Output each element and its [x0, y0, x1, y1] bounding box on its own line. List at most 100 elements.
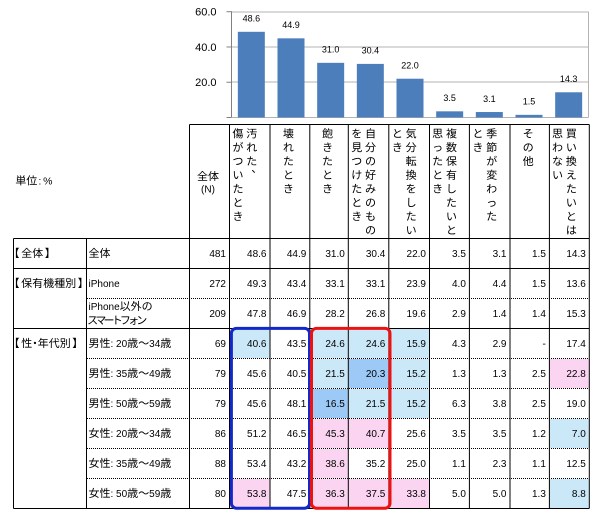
svg-text:88: 88 [215, 459, 227, 470]
svg-text:40.5: 40.5 [287, 369, 307, 380]
svg-text:15.2: 15.2 [407, 369, 427, 380]
svg-text:86: 86 [215, 429, 227, 440]
svg-text:-: - [543, 339, 546, 350]
svg-text:4.0: 4.0 [452, 279, 466, 290]
svg-text:1.3: 1.3 [532, 489, 546, 500]
svg-text:15.9: 15.9 [407, 339, 427, 350]
svg-text:35.2: 35.2 [366, 459, 386, 470]
svg-text:34: 34 [149, 339, 161, 350]
svg-text::: : [39, 177, 42, 188]
svg-text:1.5: 1.5 [532, 249, 546, 260]
svg-text:13.6: 13.6 [566, 279, 586, 290]
svg-text:45.6: 45.6 [247, 369, 267, 380]
svg-text:44.9: 44.9 [282, 20, 300, 30]
svg-text:80: 80 [215, 489, 227, 500]
svg-text:481: 481 [209, 249, 226, 260]
svg-text:272: 272 [209, 279, 226, 290]
svg-text:22.8: 22.8 [566, 369, 586, 380]
svg-text:16.5: 16.5 [325, 399, 345, 410]
svg-text:51.2: 51.2 [247, 429, 267, 440]
svg-text:25.0: 25.0 [407, 459, 427, 470]
svg-text:4.4: 4.4 [493, 279, 507, 290]
svg-text:19.6: 19.6 [407, 309, 427, 320]
svg-text:1.1: 1.1 [532, 459, 546, 470]
svg-text:43.2: 43.2 [287, 459, 307, 470]
svg-text:23.9: 23.9 [407, 279, 427, 290]
svg-text:22.0: 22.0 [407, 249, 427, 260]
svg-text:46.5: 46.5 [287, 429, 307, 440]
svg-text:59: 59 [149, 489, 161, 500]
svg-text:24.6: 24.6 [325, 339, 345, 350]
svg-text:43.4: 43.4 [287, 279, 307, 290]
svg-text:5.0: 5.0 [452, 489, 466, 500]
svg-text:30.4: 30.4 [366, 249, 386, 260]
svg-text:2.9: 2.9 [452, 309, 466, 320]
svg-text:40.6: 40.6 [247, 339, 267, 350]
svg-text:1.3: 1.3 [493, 369, 507, 380]
svg-text:3.5: 3.5 [452, 249, 466, 260]
svg-text:21.5: 21.5 [366, 399, 386, 410]
svg-text:31.0: 31.0 [322, 45, 340, 55]
svg-text:48.1: 48.1 [287, 399, 307, 410]
svg-text:: 35: : 35 [111, 459, 128, 470]
svg-text:33.8: 33.8 [407, 489, 427, 500]
svg-text:5.0: 5.0 [493, 489, 507, 500]
svg-text:48.6: 48.6 [243, 14, 261, 24]
svg-text:1.4: 1.4 [532, 309, 546, 320]
svg-text:3.1: 3.1 [483, 94, 496, 104]
svg-text:33.1: 33.1 [325, 279, 345, 290]
svg-text:15.3: 15.3 [566, 309, 586, 320]
svg-text:37.5: 37.5 [366, 489, 386, 500]
svg-text:12.5: 12.5 [566, 459, 586, 470]
svg-text:4.3: 4.3 [452, 339, 466, 350]
svg-text:7.0: 7.0 [572, 429, 586, 440]
svg-text:14.3: 14.3 [560, 74, 578, 84]
svg-text:2.5: 2.5 [532, 369, 546, 380]
svg-text:3.5: 3.5 [452, 429, 466, 440]
svg-text:25.6: 25.6 [407, 429, 427, 440]
svg-text:1.5: 1.5 [523, 97, 536, 107]
svg-text:8.8: 8.8 [572, 489, 586, 500]
svg-text:40.0: 40.0 [195, 42, 216, 54]
svg-text:33.1: 33.1 [366, 279, 386, 290]
svg-text:26.8: 26.8 [366, 309, 386, 320]
svg-text:45.3: 45.3 [325, 429, 345, 440]
svg-text:40.7: 40.7 [366, 429, 386, 440]
svg-text:20.3: 20.3 [366, 369, 386, 380]
svg-text:(N): (N) [201, 185, 215, 196]
svg-text:1.4: 1.4 [493, 309, 507, 320]
svg-text:46.9: 46.9 [287, 309, 307, 320]
svg-text:24.6: 24.6 [366, 339, 386, 350]
svg-text:48.6: 48.6 [247, 249, 267, 260]
svg-text:49: 49 [149, 459, 161, 470]
svg-text:28.2: 28.2 [325, 309, 345, 320]
svg-text:15.2: 15.2 [407, 399, 427, 410]
svg-text:17.4: 17.4 [566, 339, 586, 350]
svg-text:20.0: 20.0 [195, 77, 216, 89]
svg-text:44.9: 44.9 [287, 249, 307, 260]
svg-text:: 50: : 50 [111, 489, 128, 500]
svg-text:3.1: 3.1 [493, 249, 507, 260]
svg-text:22.0: 22.0 [401, 61, 419, 71]
svg-text:43.5: 43.5 [287, 339, 307, 350]
svg-text:iPhone: iPhone [89, 279, 121, 290]
svg-text:iPhone: iPhone [89, 302, 121, 313]
svg-text:209: 209 [209, 309, 226, 320]
svg-text:38.6: 38.6 [325, 459, 345, 470]
svg-text:31.0: 31.0 [325, 249, 345, 260]
svg-text:69: 69 [215, 339, 227, 350]
svg-text:6.3: 6.3 [452, 399, 466, 410]
svg-text:: 35: : 35 [111, 369, 128, 380]
svg-text:1.1: 1.1 [452, 459, 466, 470]
svg-text:2.3: 2.3 [493, 459, 507, 470]
svg-text:2.9: 2.9 [493, 339, 507, 350]
svg-text:79: 79 [215, 369, 227, 380]
svg-text:: 20: : 20 [111, 339, 128, 350]
svg-text:1.5: 1.5 [532, 279, 546, 290]
svg-text:3.5: 3.5 [443, 93, 456, 103]
svg-text:21.5: 21.5 [325, 369, 345, 380]
svg-text:53.4: 53.4 [247, 459, 267, 470]
svg-text:1.3: 1.3 [452, 369, 466, 380]
svg-text:49.3: 49.3 [247, 279, 267, 290]
svg-text:30.4: 30.4 [362, 46, 380, 56]
